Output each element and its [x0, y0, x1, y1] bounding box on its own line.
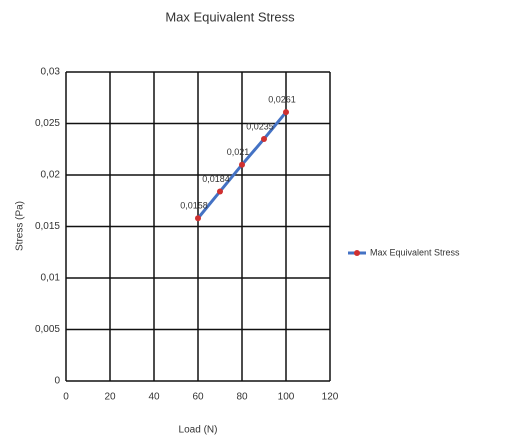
x-tick-label: 60 [192, 392, 204, 403]
data-label: 0,0184 [202, 174, 230, 184]
y-tick-label: 0,01 [41, 273, 61, 284]
data-label: 0,0235 [246, 121, 274, 131]
legend-label: Max Equivalent Stress [370, 247, 460, 257]
y-tick-label: 0 [54, 376, 60, 387]
x-tick-label: 0 [63, 392, 69, 403]
data-point [217, 188, 223, 195]
y-axis-label: Stress (Pa) [15, 201, 26, 251]
y-tick-label: 0,005 [35, 324, 60, 335]
data-label: 0,0158 [180, 201, 208, 211]
x-tick-label: 100 [278, 392, 295, 403]
y-tick-label: 0,015 [35, 221, 60, 232]
data-point [239, 161, 245, 168]
data-point [195, 215, 201, 222]
chart-title: Max Equivalent Stress [165, 9, 295, 24]
y-tick-label: 0,025 [35, 118, 60, 129]
legend-marker [354, 250, 360, 256]
data-label: 0,021 [227, 147, 250, 157]
data-label: 0,0261 [268, 95, 296, 105]
x-tick-label: 80 [236, 392, 248, 403]
x-tick-label: 20 [104, 392, 116, 403]
x-tick-label: 40 [148, 392, 160, 403]
y-tick-label: 0,03 [41, 67, 61, 78]
y-tick-label: 0,02 [41, 170, 61, 181]
data-point [261, 135, 267, 142]
x-tick-label: 120 [322, 392, 339, 403]
data-point [283, 109, 289, 116]
x-axis-label: Load (N) [179, 425, 218, 436]
